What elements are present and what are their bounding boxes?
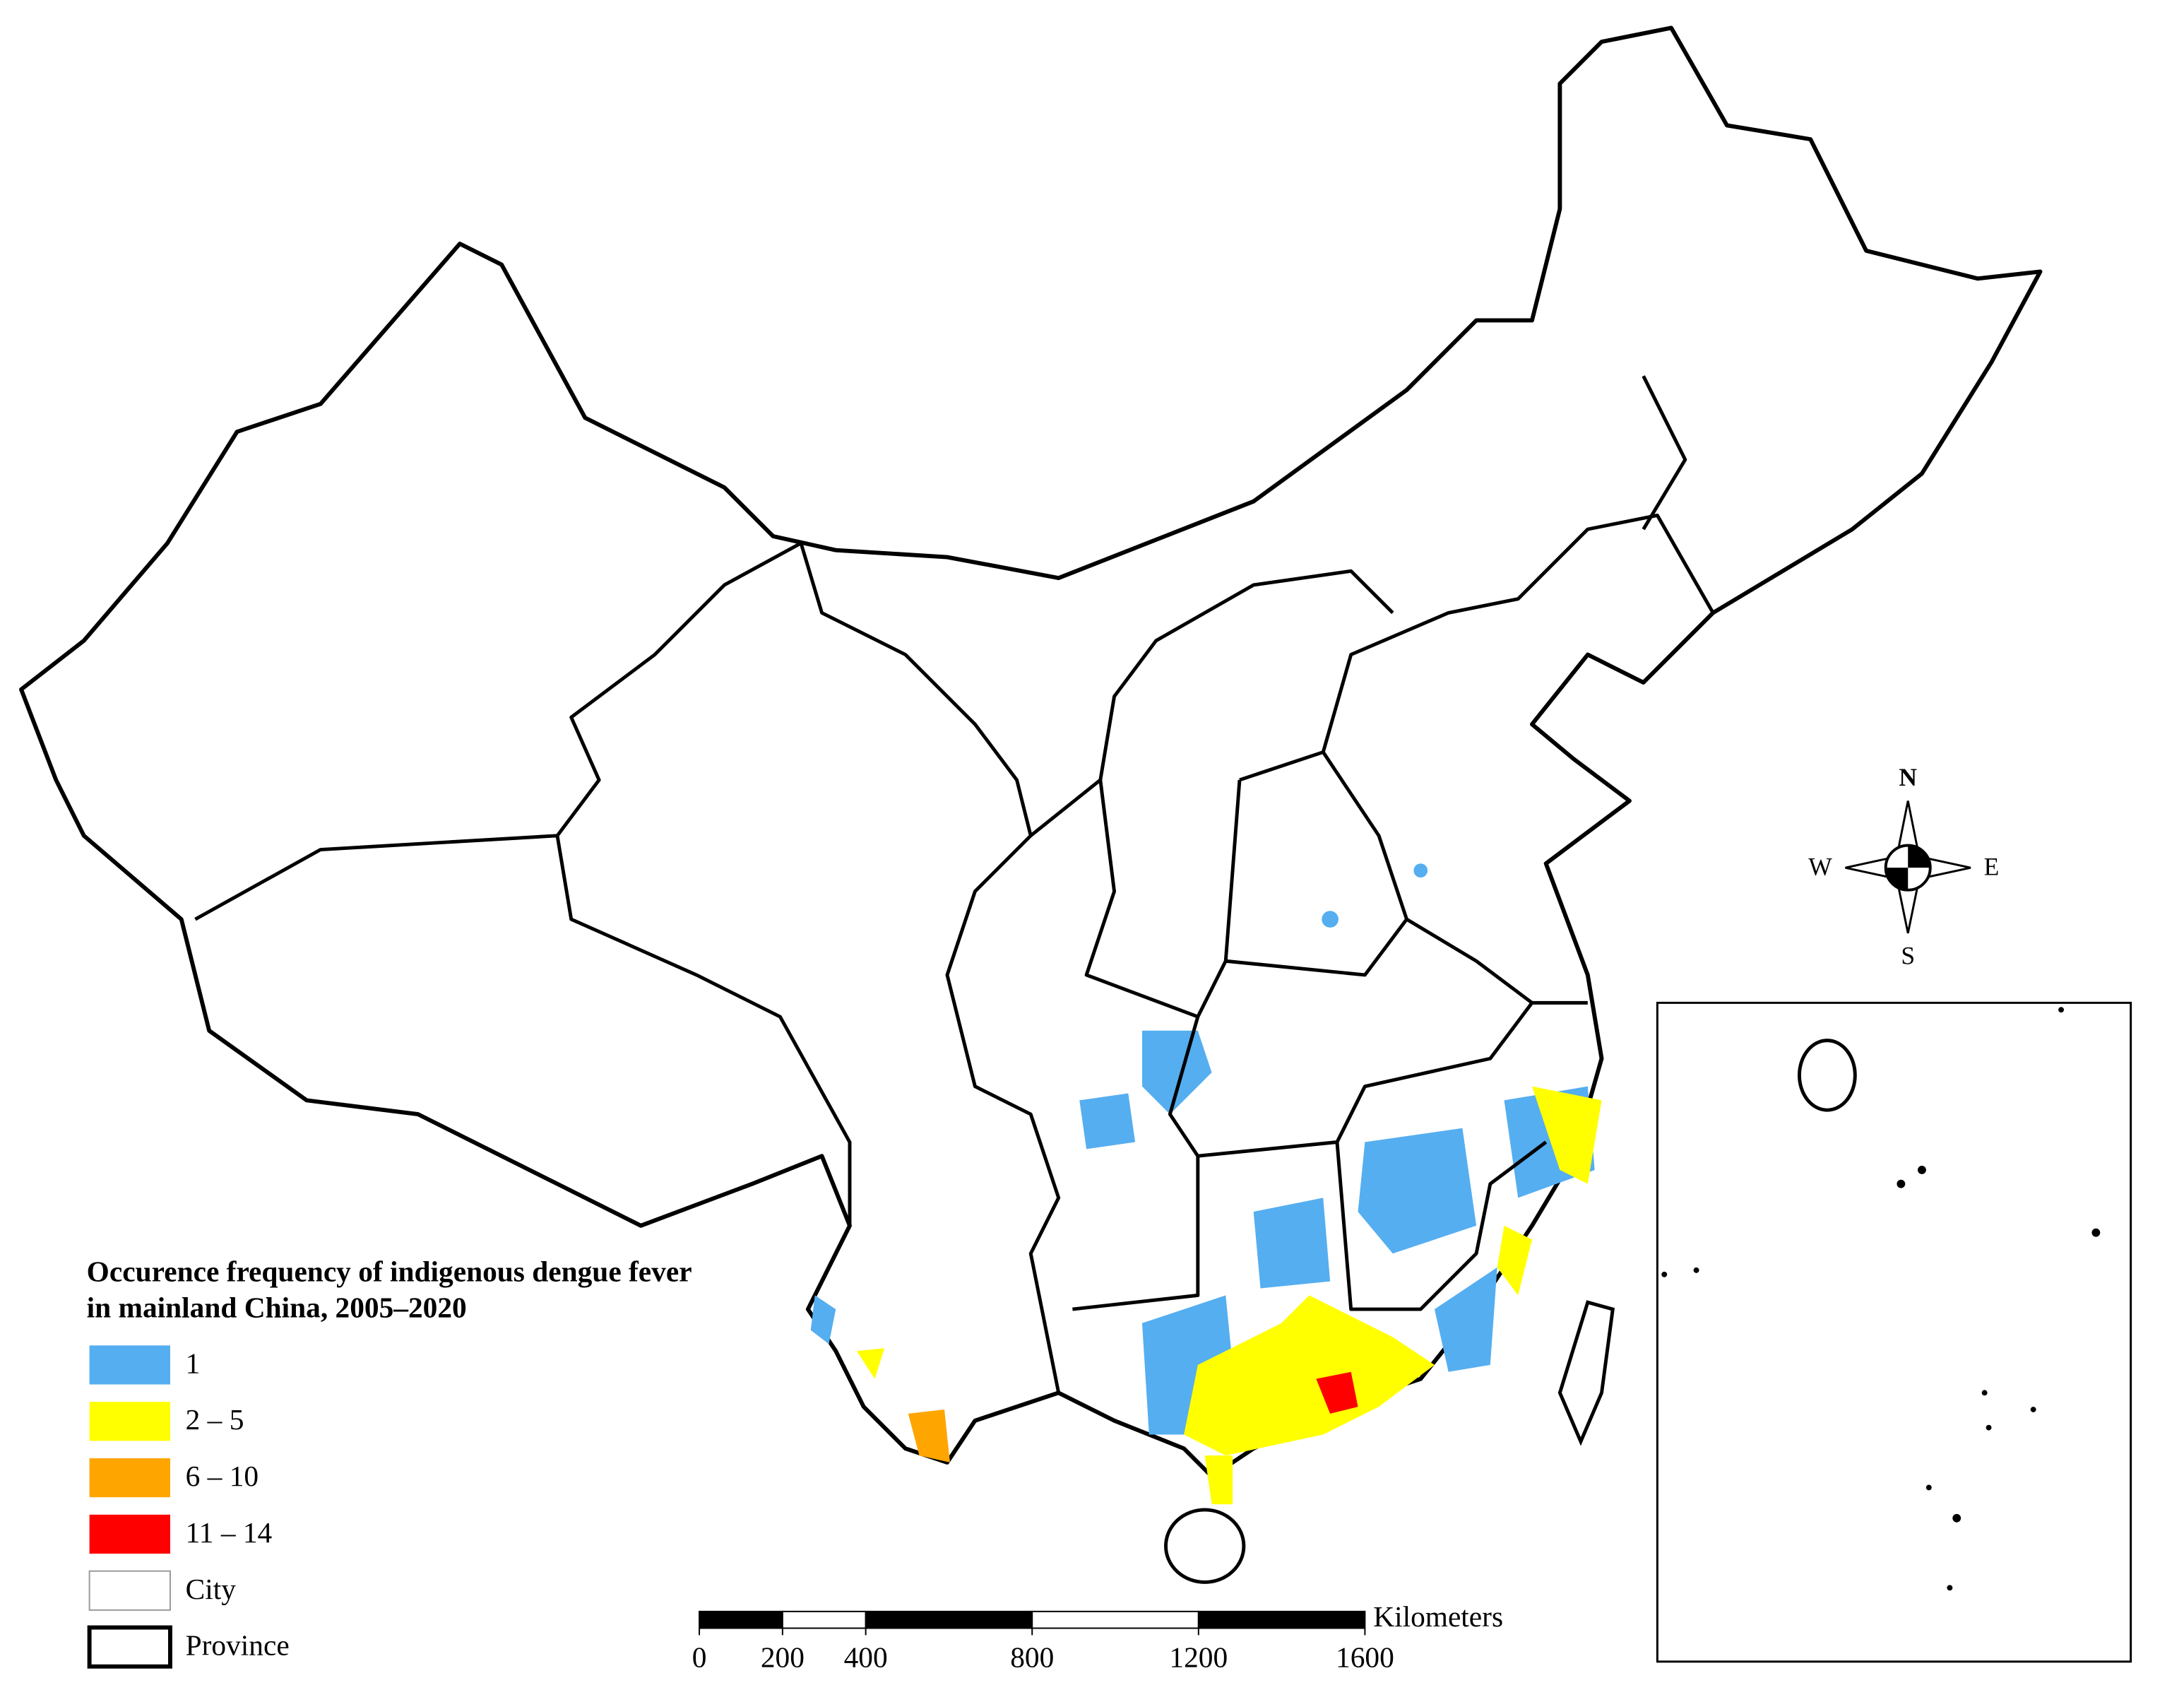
legend-label: 1 <box>186 1347 201 1379</box>
legend-label: City <box>186 1573 237 1605</box>
scale-segment <box>699 1610 783 1629</box>
compass-e: E <box>1984 852 2000 880</box>
red-area <box>1316 1371 1358 1414</box>
scale-tick-label: 400 <box>844 1641 888 1673</box>
scale-segment <box>1031 1610 1199 1629</box>
compass-quadrants <box>1885 845 1930 890</box>
scale-segment <box>1197 1610 1366 1629</box>
china-map <box>19 25 2043 1584</box>
yellow-areas <box>856 1086 1602 1505</box>
scale-tick-label: 200 <box>761 1641 805 1673</box>
inset-islets <box>1661 1007 2101 1591</box>
legend-title: Occurence frequency of indigenous dengue… <box>87 1255 692 1287</box>
legend-label: 6 – 10 <box>186 1460 259 1492</box>
legend-label: 2 – 5 <box>186 1403 244 1436</box>
scale-segment <box>865 1610 1033 1629</box>
scale-tick-label: 1600 <box>1336 1641 1394 1673</box>
scale-unit: Kilometers <box>1373 1600 1503 1633</box>
legend-label: 11 – 14 <box>186 1516 273 1549</box>
inset <box>1656 1001 2132 1663</box>
compass-w: W <box>1808 852 1832 880</box>
inset-frame <box>1656 1001 2132 1663</box>
scale-tick-label: 800 <box>1010 1641 1054 1673</box>
scale-segment <box>781 1610 867 1629</box>
blue-areas <box>810 863 1595 1435</box>
inset-island <box>1797 1039 1857 1112</box>
legend-label: Province <box>186 1629 290 1662</box>
taiwan <box>1557 1300 1615 1446</box>
compass: N S E W <box>1808 763 1999 969</box>
hainan <box>1164 1508 1246 1584</box>
scale-tick-label: 1200 <box>1169 1641 1228 1673</box>
compass-s: S <box>1901 941 1915 969</box>
legend-title: in mainland China, 2005–2020 <box>87 1292 467 1324</box>
province-borders <box>194 375 1715 1393</box>
legend-swatch <box>89 1402 170 1441</box>
orange-area <box>908 1410 950 1462</box>
scale-tick-label: 0 <box>692 1641 707 1673</box>
legend-swatch <box>89 1514 170 1554</box>
compass-n: N <box>1899 763 1917 791</box>
legend-swatch <box>89 1345 170 1385</box>
legend-swatch <box>89 1458 170 1498</box>
legend-swatch <box>88 1570 171 1611</box>
legend-swatch <box>87 1625 172 1669</box>
